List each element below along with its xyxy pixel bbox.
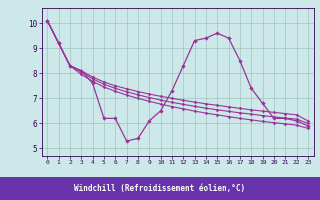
Text: Windchill (Refroidissement éolien,°C): Windchill (Refroidissement éolien,°C) xyxy=(75,184,245,193)
